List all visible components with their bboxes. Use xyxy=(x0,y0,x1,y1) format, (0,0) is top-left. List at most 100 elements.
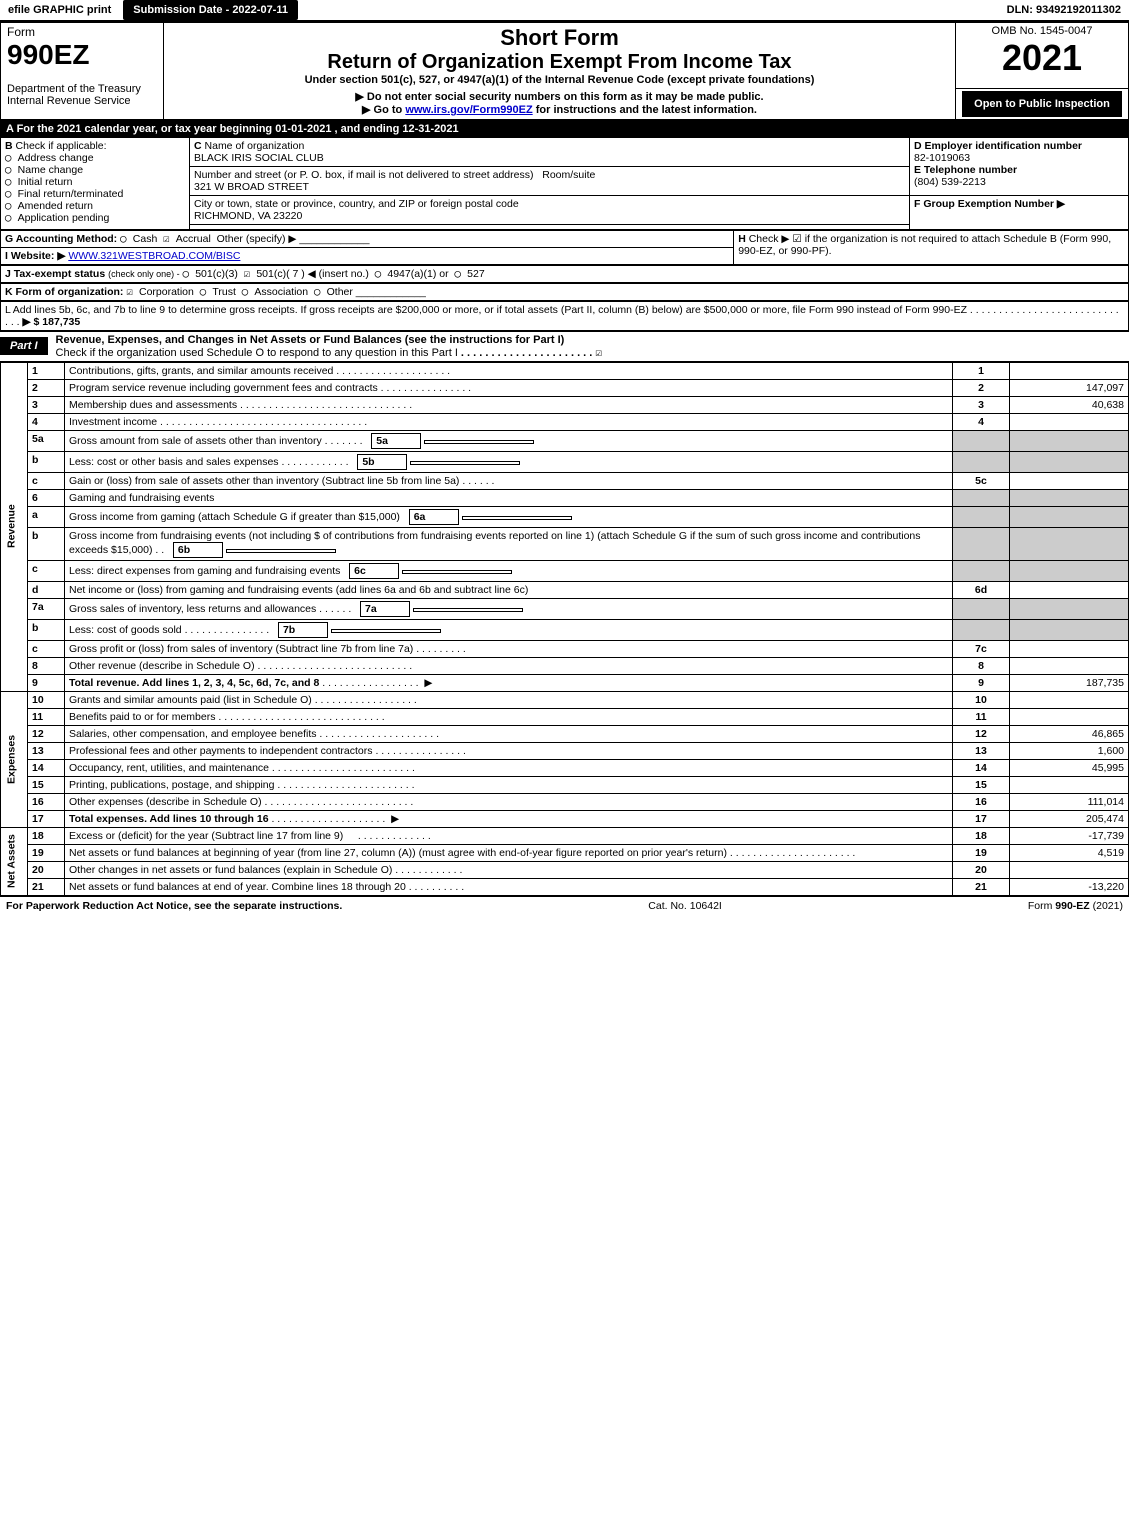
chk-501c[interactable]: ☑ xyxy=(244,268,257,280)
org-name: BLACK IRIS SOCIAL CLUB xyxy=(194,152,324,164)
check-if: Check if applicable: xyxy=(16,140,107,152)
line-21-no: 21 xyxy=(28,878,65,895)
line-6b-no: b xyxy=(28,527,65,560)
chk-address[interactable]: ◯ xyxy=(5,152,18,164)
chk-cash[interactable]: ◯ xyxy=(120,233,133,245)
line-6-shade2 xyxy=(1010,489,1129,506)
line-16-no: 16 xyxy=(28,793,65,810)
line-5a-shade2 xyxy=(1010,430,1129,451)
top-bar: efile GRAPHIC print Submission Date - 20… xyxy=(0,0,1129,22)
chk-final[interactable]: ◯ xyxy=(5,188,18,200)
line-3-text: Membership dues and assessments . . . . … xyxy=(65,396,953,413)
line-5c-box: 5c xyxy=(953,472,1010,489)
address-change: Address change xyxy=(18,152,94,164)
chk-pending[interactable]: ◯ xyxy=(5,212,18,224)
line-13-text: Professional fees and other payments to … xyxy=(65,742,953,759)
f-label: F Group Exemption Number ▶ xyxy=(914,198,1065,210)
line-3-box: 3 xyxy=(953,396,1010,413)
j-note: (check only one) - xyxy=(108,269,180,279)
h-label: H xyxy=(738,233,746,245)
line-5a-text: Gross amount from sale of assets other t… xyxy=(65,430,953,451)
line-9-text: Total revenue. Add lines 1, 2, 3, 4, 5c,… xyxy=(65,674,953,691)
line-10-val xyxy=(1010,691,1129,708)
line-18-no: 18 xyxy=(28,827,65,844)
line-20-no: 20 xyxy=(28,861,65,878)
chk-trust[interactable]: ◯ xyxy=(200,286,213,298)
line-16-text: Other expenses (describe in Schedule O) … xyxy=(65,793,953,810)
line-6a-ibox: 6a xyxy=(409,509,459,525)
line-6b-shade2 xyxy=(1010,527,1129,560)
part1-check-note: Check if the organization used Schedule … xyxy=(56,347,458,359)
efile-label[interactable]: efile GRAPHIC print xyxy=(0,0,119,20)
form-number: 990EZ xyxy=(7,39,90,70)
revenue-side-label: Revenue xyxy=(1,362,28,691)
line-6b-ibox: 6b xyxy=(173,542,223,558)
line-17-text: Total expenses. Add lines 10 through 16 … xyxy=(65,810,953,827)
line-15-val xyxy=(1010,776,1129,793)
line-11-text: Benefits paid to or for members . . . . … xyxy=(65,708,953,725)
chk-other[interactable]: ◯ xyxy=(314,286,327,298)
chk-name[interactable]: ◯ xyxy=(5,164,18,176)
line-5a-ibox: 5a xyxy=(371,433,421,449)
line-18-box: 18 xyxy=(953,827,1010,844)
line-7b-no: b xyxy=(28,619,65,640)
line-6c-no: c xyxy=(28,560,65,581)
line-5b-shade xyxy=(953,451,1010,472)
h-text: Check ▶ ☑ if the organization is not req… xyxy=(738,233,1111,257)
line-4-box: 4 xyxy=(953,413,1010,430)
j-opt3: 4947(a)(1) or xyxy=(387,268,448,280)
j-row: J Tax-exempt status (check only one) - ◯… xyxy=(0,265,1129,283)
phone: (804) 539-2213 xyxy=(914,176,986,188)
k-label: K Form of organization: xyxy=(5,286,123,298)
chk-schedule-o[interactable]: ☑ xyxy=(595,346,602,359)
chk-4947[interactable]: ◯ xyxy=(375,268,388,280)
line-6d-val xyxy=(1010,581,1129,598)
initial-return: Initial return xyxy=(18,176,73,188)
name-change: Name change xyxy=(18,164,83,176)
chk-initial[interactable]: ◯ xyxy=(5,176,18,188)
chk-accrual[interactable]: ☑ xyxy=(163,233,176,245)
omb-number: OMB No. 1545-0047 xyxy=(962,25,1122,37)
city-label: City or town, state or province, country… xyxy=(194,198,519,210)
line-6-no: 6 xyxy=(28,489,65,506)
line-4-no: 4 xyxy=(28,413,65,430)
line-12-no: 12 xyxy=(28,725,65,742)
other-label: Other (specify) ▶ xyxy=(217,233,297,245)
ein: 82-1019063 xyxy=(914,152,970,164)
chk-corp[interactable]: ☑ xyxy=(126,286,139,298)
j-opt4: 527 xyxy=(467,268,485,280)
irs-link[interactable]: www.irs.gov/Form990EZ xyxy=(405,104,532,116)
tax-year: 2021 xyxy=(962,37,1122,79)
c-label: C xyxy=(194,140,202,152)
chk-527[interactable]: ◯ xyxy=(454,268,467,280)
chk-assoc[interactable]: ◯ xyxy=(242,286,255,298)
line-12-text: Salaries, other compensation, and employ… xyxy=(65,725,953,742)
line-8-no: 8 xyxy=(28,657,65,674)
line-5a-ival xyxy=(424,440,534,444)
line-1-text: Contributions, gifts, grants, and simila… xyxy=(65,362,953,379)
line-7b-shade xyxy=(953,619,1010,640)
line-13-val: 1,600 xyxy=(1010,742,1129,759)
line-10-no: 10 xyxy=(28,691,65,708)
line-6a-text: Gross income from gaming (attach Schedul… xyxy=(65,506,953,527)
line-7b-ibox: 7b xyxy=(278,622,328,638)
l-text: L Add lines 5b, 6c, and 7b to line 9 to … xyxy=(5,304,967,316)
line-7b-text: Less: cost of goods sold . . . . . . . .… xyxy=(65,619,953,640)
line-5b-shade2 xyxy=(1010,451,1129,472)
line-5b-ibox: 5b xyxy=(357,454,407,470)
line-18-text: Excess or (deficit) for the year (Subtra… xyxy=(65,827,953,844)
line-6-shade xyxy=(953,489,1010,506)
line-6d-no: d xyxy=(28,581,65,598)
line-7a-no: 7a xyxy=(28,598,65,619)
website-link[interactable]: WWW.321WESTBROAD.COM/BISC xyxy=(68,250,240,262)
city: RICHMOND, VA 23220 xyxy=(194,210,302,222)
line-2-val: 147,097 xyxy=(1010,379,1129,396)
line-5c-val xyxy=(1010,472,1129,489)
l-amount: ▶ $ 187,735 xyxy=(23,316,81,328)
j-label: J Tax-exempt status xyxy=(5,268,105,280)
line-20-text: Other changes in net assets or fund bala… xyxy=(65,861,953,878)
chk-501c3[interactable]: ◯ xyxy=(183,268,196,280)
line-6a-ival xyxy=(462,516,572,520)
part1-header: Part I Revenue, Expenses, and Changes in… xyxy=(0,331,1129,362)
chk-amended[interactable]: ◯ xyxy=(5,200,18,212)
